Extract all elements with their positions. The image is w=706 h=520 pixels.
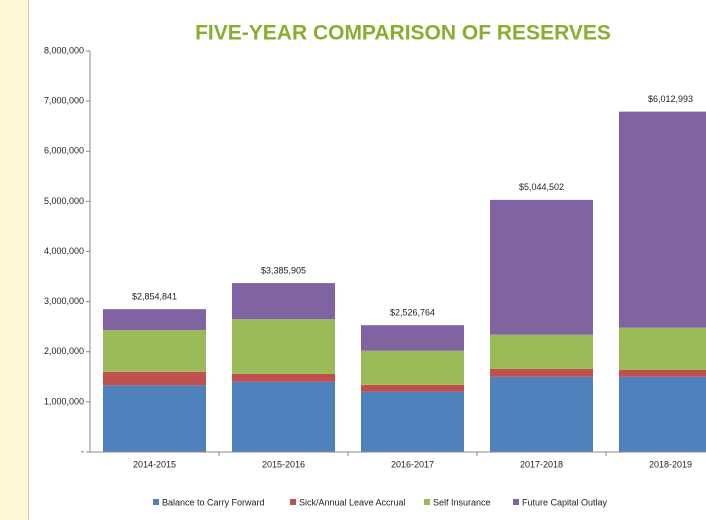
bar-segment xyxy=(103,330,206,372)
bar-segment xyxy=(619,327,706,370)
legend-label: Self Insurance xyxy=(433,497,491,507)
y-tick-label: 8,000,000 xyxy=(44,45,84,55)
bar-segment xyxy=(232,381,335,452)
bar-segment xyxy=(232,373,335,382)
bar-segment xyxy=(490,199,593,335)
bar-segment xyxy=(361,384,464,392)
bar-annotation: $5,044,502 xyxy=(519,182,564,192)
y-tick-label: 2,000,000 xyxy=(44,346,84,356)
legend-swatch xyxy=(153,499,159,505)
bar-segment xyxy=(103,371,206,386)
x-tick-label: 2017-2018 xyxy=(520,459,563,469)
y-tick-label: 5,000,000 xyxy=(44,196,84,206)
y-tick-label: - xyxy=(81,446,84,456)
bar-segment xyxy=(490,368,593,377)
legend-swatch xyxy=(290,499,296,505)
bar-segment xyxy=(103,385,206,452)
bar-segment xyxy=(361,325,464,351)
y-tick-label: 6,000,000 xyxy=(44,146,84,156)
bar-annotation: $6,012,993 xyxy=(648,94,693,104)
bar-annotation: $2,854,841 xyxy=(132,292,177,302)
legend-swatch xyxy=(513,499,519,505)
bar-segment xyxy=(232,319,335,374)
legend-swatch xyxy=(424,499,430,505)
legend-label: Sick/Annual Leave Accrual xyxy=(299,497,406,507)
bar-segment xyxy=(232,283,335,320)
bar-segment xyxy=(619,369,706,377)
y-tick-label: 1,000,000 xyxy=(44,396,84,406)
bar-segment xyxy=(490,376,593,452)
bar-segment xyxy=(619,111,706,328)
x-tick-label: 2018-2019 xyxy=(649,459,692,469)
x-tick-label: 2016-2017 xyxy=(391,459,434,469)
bar-segment xyxy=(103,309,206,331)
x-tick-label: 2015-2016 xyxy=(262,459,305,469)
bar-segment xyxy=(361,391,464,452)
y-tick-label: 3,000,000 xyxy=(44,296,84,306)
side-strip xyxy=(0,0,28,520)
bar-segment xyxy=(361,350,464,385)
chart-title: FIVE-YEAR COMPARISON OF RESERVES xyxy=(195,22,611,45)
bar-annotation: $2,526,764 xyxy=(390,308,435,318)
y-tick-label: 4,000,000 xyxy=(44,246,84,256)
bar-segment xyxy=(490,334,593,369)
legend-label: Balance to Carry Forward xyxy=(162,497,265,507)
legend-label: Future Capital Outlay xyxy=(522,497,608,507)
bar-segment xyxy=(619,376,706,452)
y-tick-label: 7,000,000 xyxy=(44,96,84,106)
x-tick-label: 2014-2015 xyxy=(133,459,176,469)
bar-annotation: $3,385,905 xyxy=(261,265,306,275)
